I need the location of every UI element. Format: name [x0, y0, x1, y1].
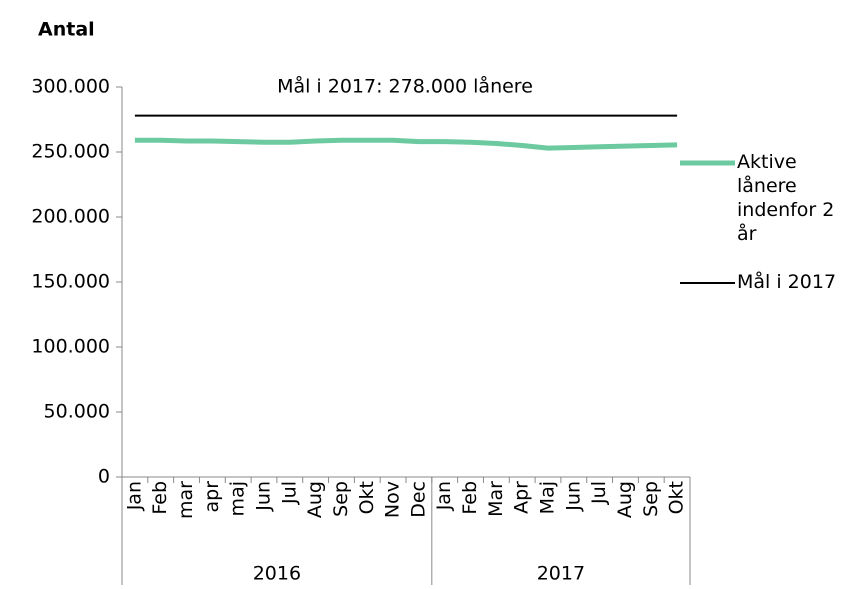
x-tick-label: Okt [356, 481, 378, 514]
x-tick-label: Mar [485, 481, 507, 517]
x-tick-label: Feb [149, 481, 171, 515]
annotation: Mål i 2017: 278.000 lånere [277, 75, 533, 98]
y-tick-label: 150.000 [31, 271, 110, 293]
x-tick-label: Dec [407, 481, 429, 518]
y-tick-label: 250.000 [31, 141, 110, 163]
x-tick-label: Jun [562, 481, 584, 512]
x-tick-label: Apr [511, 481, 533, 514]
x-tick-label: Jan [433, 481, 455, 511]
x-tick-label: Aug [304, 481, 326, 518]
x-tick-label: Aug [614, 481, 636, 518]
y-tick-label: 50.000 [44, 401, 110, 423]
legend-entry: Aktive lånere indenfor 2 år [737, 151, 835, 245]
x-tick-label: Jan [123, 481, 145, 511]
x-tick-label: mar [175, 481, 197, 519]
group-label: 2016 [253, 563, 301, 585]
x-tick-label: maj [227, 481, 249, 516]
x-tick-label: Nov [382, 481, 404, 518]
x-tick-label: Sep [640, 481, 662, 517]
x-tick-label: Sep [330, 481, 352, 517]
legend-entry: Mål i 2017 [737, 271, 837, 293]
x-tick-label: Jun [253, 481, 275, 512]
y-tick-label: 0 [98, 466, 110, 488]
y-tick-label: 100.000 [31, 336, 110, 358]
legend-label: Aktive lånere indenfor 2 år [737, 151, 835, 245]
series-line [134, 137, 678, 151]
chart-title: Antal [38, 19, 95, 41]
x-tick-label: Jul [588, 481, 610, 505]
y-tick-label: 300.000 [31, 76, 110, 98]
legend-label: Mål i 2017 [737, 271, 837, 293]
x-tick-label: Okt [666, 481, 688, 514]
x-tick-label: apr [201, 481, 223, 513]
x-tick-label: Maj [537, 481, 559, 514]
y-tick-label: 200.000 [31, 206, 110, 228]
group-label: 2017 [537, 563, 585, 585]
x-tick-label: Jul [278, 481, 300, 505]
x-tick-label: Feb [459, 481, 481, 515]
